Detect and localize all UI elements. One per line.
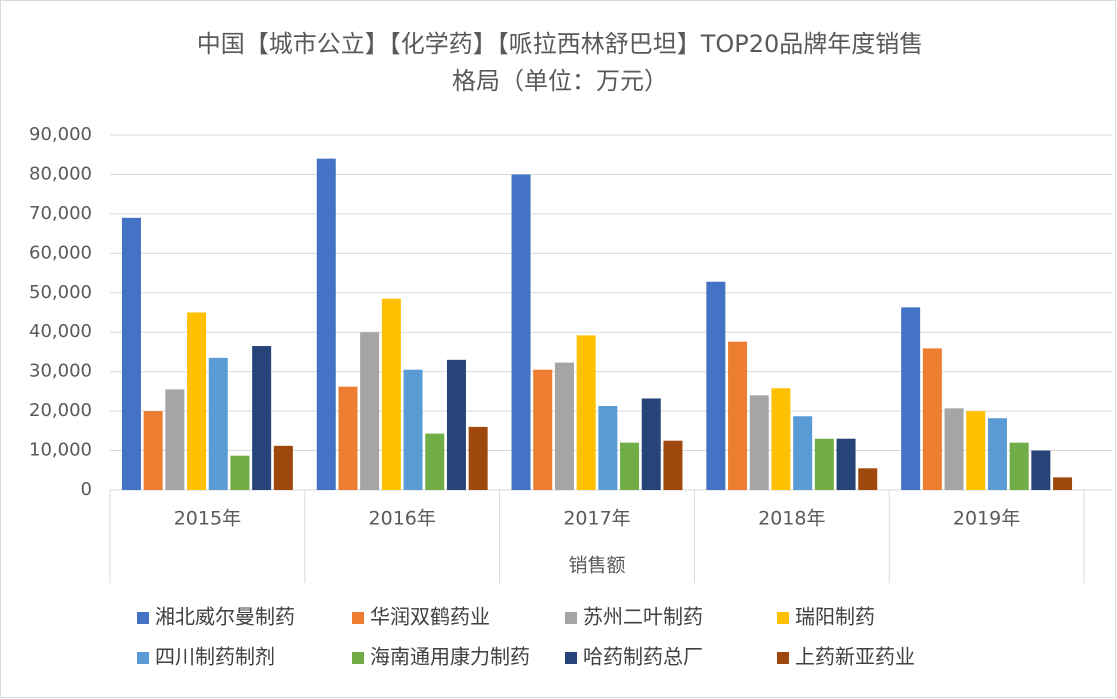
bar	[511, 174, 531, 490]
chart-title: 格局（单位：万元）	[452, 67, 668, 95]
bar	[598, 405, 618, 490]
bar	[793, 416, 813, 490]
y-tick-label: 50,000	[29, 282, 92, 303]
bar	[338, 386, 358, 490]
bar	[165, 389, 185, 490]
legend-swatch	[777, 612, 789, 624]
bar	[208, 357, 228, 490]
y-tick-label: 80,000	[29, 163, 92, 184]
bar	[1053, 477, 1073, 490]
bar	[987, 418, 1007, 490]
bar	[706, 281, 726, 490]
y-tick-label: 30,000	[29, 361, 92, 382]
bar	[316, 158, 336, 490]
y-tick-label: 40,000	[29, 321, 92, 342]
y-tick-label: 90,000	[29, 124, 92, 145]
legend-label: 海南通用康力制药	[370, 645, 530, 669]
legend-swatch	[352, 652, 364, 664]
bar	[836, 438, 856, 490]
y-tick-label: 70,000	[29, 203, 92, 224]
bar	[814, 438, 834, 490]
legend-swatch	[777, 652, 789, 664]
bar	[663, 440, 683, 490]
legend-label: 湘北威尔曼制药	[155, 605, 295, 629]
x-axis-title: 销售额	[568, 555, 625, 577]
y-tick-label: 60,000	[29, 242, 92, 263]
bar	[381, 298, 401, 490]
bar	[468, 426, 488, 490]
bar	[944, 408, 964, 490]
bar	[143, 411, 163, 490]
legend-swatch	[565, 652, 577, 664]
bar	[1031, 450, 1051, 490]
x-tick-label: 2015年	[174, 508, 241, 530]
legend-swatch	[565, 612, 577, 624]
bar	[966, 411, 986, 490]
legend-label: 苏州二叶制药	[583, 605, 703, 629]
legend-swatch	[137, 612, 149, 624]
bar	[1009, 442, 1029, 490]
bar	[728, 341, 748, 490]
y-tick-label: 10,000	[29, 440, 92, 461]
bar	[771, 388, 791, 490]
bar	[446, 359, 466, 490]
bar	[749, 395, 769, 490]
bar	[425, 433, 445, 490]
bar	[922, 348, 942, 490]
bar	[252, 346, 272, 490]
bar	[901, 307, 921, 490]
bar	[641, 398, 661, 490]
bar	[187, 312, 207, 490]
x-tick-label: 2017年	[563, 508, 630, 530]
bar	[576, 335, 596, 490]
legend-label: 华润双鹤药业	[370, 605, 490, 629]
bar	[554, 362, 574, 490]
bar	[273, 445, 293, 490]
legend-label: 上药新亚药业	[795, 645, 915, 669]
bar	[858, 468, 878, 490]
x-tick-label: 2019年	[953, 508, 1020, 530]
legend-label: 四川制药制剂	[155, 645, 275, 669]
y-tick-label: 20,000	[29, 400, 92, 421]
legend-label: 瑞阳制药	[795, 605, 875, 629]
bar	[360, 332, 380, 490]
x-tick-label: 2018年	[758, 508, 825, 530]
bar	[403, 369, 423, 490]
bar	[230, 455, 250, 490]
bar	[620, 442, 640, 490]
bar	[533, 369, 553, 490]
bar	[121, 217, 141, 491]
legend-swatch	[137, 652, 149, 664]
legend-swatch	[352, 612, 364, 624]
y-tick-label: 0	[81, 479, 92, 500]
legend-label: 哈药制药总厂	[583, 645, 703, 669]
chart-title: 中国【城市公立】【化学药】【哌拉西林舒巴坦】TOP20品牌年度销售	[197, 30, 924, 58]
x-tick-label: 2016年	[369, 508, 436, 530]
